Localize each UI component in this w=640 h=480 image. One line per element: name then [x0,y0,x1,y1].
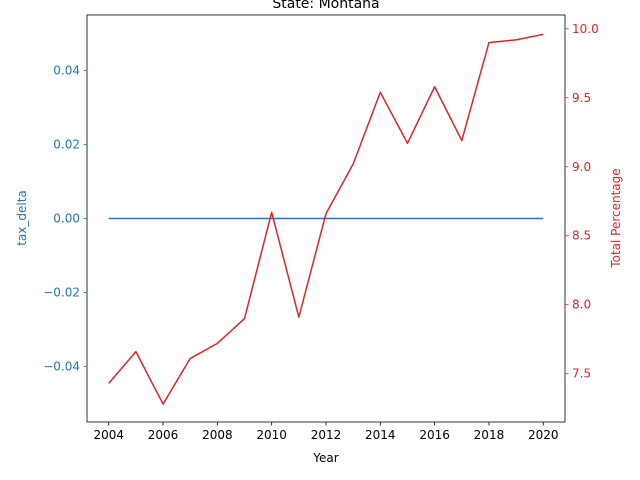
x-tick-label: 2008 [202,428,233,442]
x-tick-label: 2010 [256,428,287,442]
x-tick-label: 2018 [474,428,505,442]
x-tick-label: 2004 [93,428,124,442]
x-tick-label: 2014 [365,428,396,442]
y-axis-label-left: tax_delta [15,190,29,246]
x-tick-label: 2006 [148,428,179,442]
y-axis-label-right: Total Percentage [609,168,623,268]
y-right-tick-label: 10.0 [572,22,599,36]
y-left-tick-label: −0.04 [43,360,80,374]
x-tick-label: 2012 [311,428,342,442]
y-right-tick-label: 9.0 [572,160,591,174]
plot-area: 2004 2006 2008 2010 2012 2014 2016 2018 2020 0.04… [43,14,599,442]
y-right-tick-label: 8.5 [572,229,591,243]
y-left-tick-label: 0.02 [53,138,80,152]
y-right-tick-label: 7.5 [572,367,591,381]
series-line-total-percentage [108,33,544,405]
y-left-tick-label: 0.04 [53,64,80,78]
x-tick-label: 2016 [419,428,450,442]
y-right-tick-label: 8.0 [572,298,591,312]
x-axis-label: Year [312,451,338,465]
y-left-tick-label: −0.02 [43,286,80,300]
x-tick-label: 2020 [528,428,559,442]
y-right-tick-label: 9.5 [572,91,591,105]
chart-title: State: Montana [272,0,379,12]
y-left-tick-label: 0.00 [53,212,80,226]
